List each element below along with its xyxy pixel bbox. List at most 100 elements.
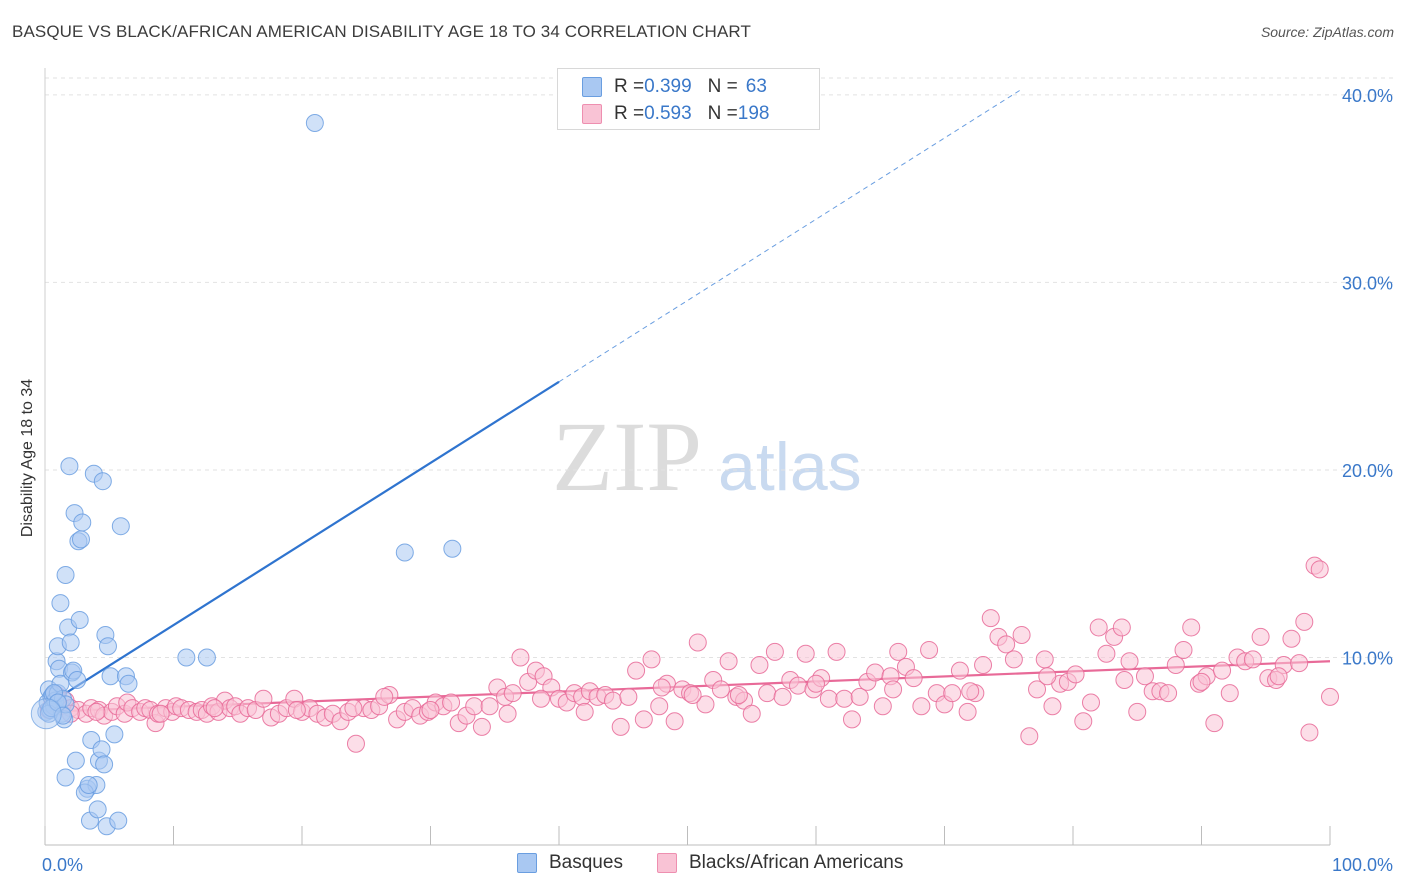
blacks-point — [1166, 655, 1185, 674]
legend-item-basques[interactable]: Basques — [517, 852, 623, 874]
basques-point — [71, 530, 90, 549]
legend-item-blacks[interactable]: Blacks/African Americans — [657, 852, 903, 874]
blacks-point — [627, 661, 646, 680]
blacks-point — [1182, 618, 1201, 637]
basques-point — [109, 811, 128, 830]
basques-point — [95, 755, 114, 774]
blacks-point — [503, 684, 522, 703]
blacks-point — [827, 642, 846, 661]
blacks-point — [719, 652, 738, 671]
blacks-point — [696, 695, 715, 714]
legend-label-blacks: Blacks/African Americans — [689, 852, 904, 873]
r-value: 0.399 — [644, 76, 692, 97]
basques-point — [177, 648, 196, 667]
chart-title: BASQUE VS BLACK/AFRICAN AMERICAN DISABIL… — [12, 22, 751, 41]
blacks-point — [1220, 684, 1239, 703]
blacks-point — [1251, 627, 1270, 646]
blacks-point — [1135, 667, 1154, 686]
blacks-point — [1213, 661, 1232, 680]
n-label: N = — [707, 103, 738, 124]
x-tick-label: 0.0% — [42, 855, 83, 875]
watermark-atlas: atlas — [718, 429, 862, 505]
blacks-point — [575, 702, 594, 721]
blacks-point — [943, 684, 962, 703]
blacks-point — [287, 700, 306, 719]
blacks-point — [1074, 712, 1093, 731]
basques-point — [111, 517, 130, 536]
stats-row-basques: R = 0.399 N = 63 — [582, 75, 767, 99]
blacks-point — [1159, 684, 1178, 703]
blacks-point — [750, 655, 769, 674]
blacks-point — [1290, 654, 1309, 673]
basques-trend-line — [44, 380, 560, 708]
blacks-point — [950, 661, 969, 680]
axes — [44, 68, 1331, 846]
blacks-point — [465, 697, 484, 716]
watermark-zip: ZIP — [552, 401, 702, 512]
blacks-point — [603, 691, 622, 710]
blacks-point — [1081, 693, 1100, 712]
blacks-point — [665, 712, 684, 731]
blacks-point — [835, 689, 854, 708]
blacks-point — [1089, 618, 1108, 637]
basques-point — [68, 670, 87, 689]
blacks-point — [498, 704, 517, 723]
blacks-point — [652, 678, 671, 697]
r-label: R = — [614, 76, 645, 97]
blacks-point — [789, 676, 808, 695]
y-tick-label: 10.0% — [1342, 648, 1393, 668]
basques-point — [70, 610, 89, 629]
basques-point — [197, 648, 216, 667]
blacks-point — [442, 693, 461, 712]
blacks-point — [650, 697, 669, 716]
blacks-point — [1038, 667, 1057, 686]
blacks-point — [1300, 723, 1319, 742]
basques-point — [56, 565, 75, 584]
basques-point — [73, 513, 92, 532]
blacks-point — [758, 684, 777, 703]
blacks-point — [532, 689, 551, 708]
n-value: 63 — [745, 76, 767, 97]
blacks-point — [873, 697, 892, 716]
blacks-point — [912, 697, 931, 716]
basques-swatch — [582, 77, 602, 97]
blacks-point — [1066, 665, 1085, 684]
blacks-point — [1205, 714, 1224, 733]
basques-point — [101, 667, 120, 686]
blacks-point — [683, 685, 702, 704]
blacks-point — [1028, 680, 1047, 699]
y-tick-label: 20.0% — [1342, 461, 1393, 481]
blacks-point — [958, 702, 977, 721]
basques-point — [105, 725, 124, 744]
basques-point — [395, 543, 414, 562]
blacks-point — [819, 689, 838, 708]
blacks-point — [472, 717, 491, 736]
grid — [45, 77, 1395, 658]
blacks-point — [1192, 672, 1211, 691]
blacks-point — [346, 734, 365, 753]
blacks-point — [961, 682, 980, 701]
n-value: 198 — [737, 103, 770, 124]
blacks-point — [796, 644, 815, 663]
basques-point — [56, 768, 75, 787]
basques-point — [92, 740, 111, 759]
basques-legend-swatch — [517, 853, 537, 873]
blacks-point — [87, 702, 106, 721]
stats-row-blacks: R = 0.593 N = 198 — [582, 102, 769, 126]
basques-point — [98, 637, 117, 656]
blacks-point — [981, 609, 1000, 628]
blacks-point — [1097, 644, 1116, 663]
blacks-point — [807, 674, 825, 693]
blacks-point — [205, 699, 224, 718]
basques-point — [30, 698, 62, 730]
basques-point — [443, 539, 462, 558]
blacks-point — [1035, 650, 1054, 669]
blacks-swatch — [582, 104, 602, 124]
r-label: R = — [614, 103, 645, 124]
blacks-point — [773, 687, 792, 706]
blacks-point — [421, 700, 440, 719]
basques-point — [79, 775, 98, 794]
blacks-point — [1282, 629, 1301, 648]
blacks-point — [742, 704, 761, 723]
